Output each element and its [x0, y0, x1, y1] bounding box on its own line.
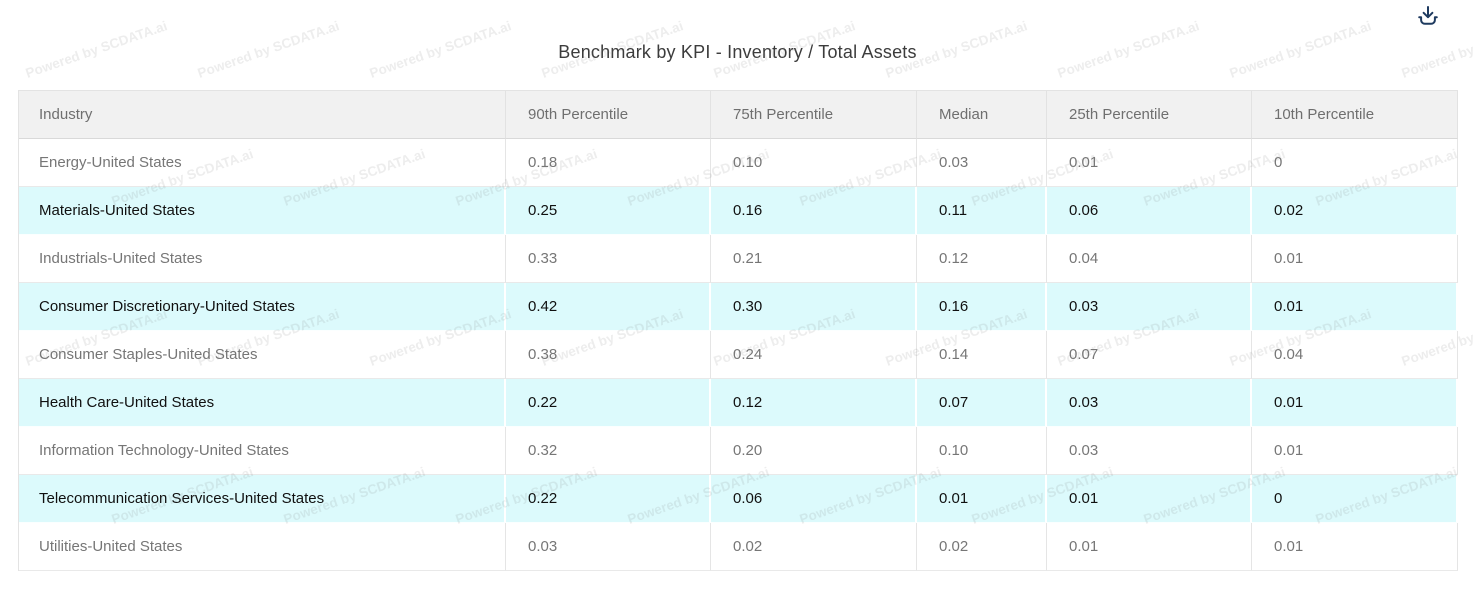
value-cell: 0.04 [1047, 235, 1252, 283]
column-header-25th-percentile[interactable]: 25th Percentile [1047, 91, 1252, 139]
value-cell: 0.21 [711, 235, 917, 283]
value-cell: 0 [1252, 475, 1458, 523]
benchmark-table: Industry 90th Percentile 75th Percentile Me… [18, 90, 1458, 571]
column-header-industry[interactable]: Industry [19, 91, 506, 139]
value-cell: 0.42 [506, 283, 711, 331]
value-cell: 0.03 [1047, 427, 1252, 475]
value-cell: 0.20 [711, 427, 917, 475]
download-button[interactable] [1414, 3, 1442, 31]
column-header-75th-percentile[interactable]: 75th Percentile [711, 91, 917, 139]
column-header-10th-percentile[interactable]: 10th Percentile [1252, 91, 1458, 139]
page-title: Benchmark by KPI - Inventory / Total Ass… [558, 42, 917, 62]
value-cell: 0.03 [1047, 283, 1252, 331]
value-cell: 0.16 [917, 283, 1047, 331]
value-cell: 0.03 [506, 523, 711, 571]
value-cell: 0.01 [1252, 523, 1458, 571]
industry-cell: Consumer Staples-United States [19, 331, 506, 379]
value-cell: 0.38 [506, 331, 711, 379]
value-cell: 0.12 [917, 235, 1047, 283]
industry-cell: Consumer Discretionary-United States [19, 283, 506, 331]
value-cell: 0.25 [506, 187, 711, 235]
table-header-row: Industry 90th Percentile 75th Percentile Me… [19, 91, 1458, 139]
table-row: Utilities-United States 0.03 0.02 0.02 0.01 0… [19, 523, 1458, 571]
table-row: Materials-United States 0.25 0.16 0.11 0.06 0… [19, 187, 1458, 235]
value-cell: 0.07 [1047, 331, 1252, 379]
value-cell: 0.22 [506, 379, 711, 427]
value-cell: 0.06 [1047, 187, 1252, 235]
table-row: Energy-United States 0.18 0.10 0.03 0.01 0 [19, 139, 1458, 187]
value-cell: 0.03 [917, 139, 1047, 187]
value-cell: 0.01 [1252, 379, 1458, 427]
value-cell: 0.01 [1047, 475, 1252, 523]
value-cell: 0 [1252, 139, 1458, 187]
value-cell: 0.07 [917, 379, 1047, 427]
value-cell: 0.32 [506, 427, 711, 475]
value-cell: 0.03 [1047, 379, 1252, 427]
value-cell: 0.02 [711, 523, 917, 571]
value-cell: 0.01 [1252, 427, 1458, 475]
download-icon [1418, 6, 1438, 25]
value-cell: 0.22 [506, 475, 711, 523]
table-row: Industrials-United States 0.33 0.21 0.12 0.0… [19, 235, 1458, 283]
value-cell: 0.01 [1047, 139, 1252, 187]
value-cell: 0.04 [1252, 331, 1458, 379]
table-row: Telecommunication Services-United States… [19, 475, 1458, 523]
column-header-90th-percentile[interactable]: 90th Percentile [506, 91, 711, 139]
table-row: Consumer Staples-United States 0.38 0.24 0.… [19, 331, 1458, 379]
value-cell: 0.02 [917, 523, 1047, 571]
industry-cell: Information Technology-United States [19, 427, 506, 475]
column-header-median[interactable]: Median [917, 91, 1047, 139]
industry-cell: Telecommunication Services-United States [19, 475, 506, 523]
value-cell: 0.11 [917, 187, 1047, 235]
value-cell: 0.10 [917, 427, 1047, 475]
table-row: Information Technology-United States 0.32… [19, 427, 1458, 475]
value-cell: 0.18 [506, 139, 711, 187]
value-cell: 0.30 [711, 283, 917, 331]
value-cell: 0.10 [711, 139, 917, 187]
industry-cell: Materials-United States [19, 187, 506, 235]
value-cell: 0.24 [711, 331, 917, 379]
value-cell: 0.02 [1252, 187, 1458, 235]
table-row: Consumer Discretionary-United States 0.42… [19, 283, 1458, 331]
industry-cell: Industrials-United States [19, 235, 506, 283]
table-body: Energy-United States 0.18 0.10 0.03 0.01 0 Mat… [19, 139, 1458, 571]
value-cell: 0.06 [711, 475, 917, 523]
value-cell: 0.01 [1047, 523, 1252, 571]
value-cell: 0.16 [711, 187, 917, 235]
industry-cell: Utilities-United States [19, 523, 506, 571]
table-row: Health Care-United States 0.22 0.12 0.07 0.0… [19, 379, 1458, 427]
value-cell: 0.12 [711, 379, 917, 427]
value-cell: 0.01 [917, 475, 1047, 523]
value-cell: 0.14 [917, 331, 1047, 379]
value-cell: 0.33 [506, 235, 711, 283]
value-cell: 0.01 [1252, 283, 1458, 331]
value-cell: 0.01 [1252, 235, 1458, 283]
industry-cell: Health Care-United States [19, 379, 506, 427]
industry-cell: Energy-United States [19, 139, 506, 187]
